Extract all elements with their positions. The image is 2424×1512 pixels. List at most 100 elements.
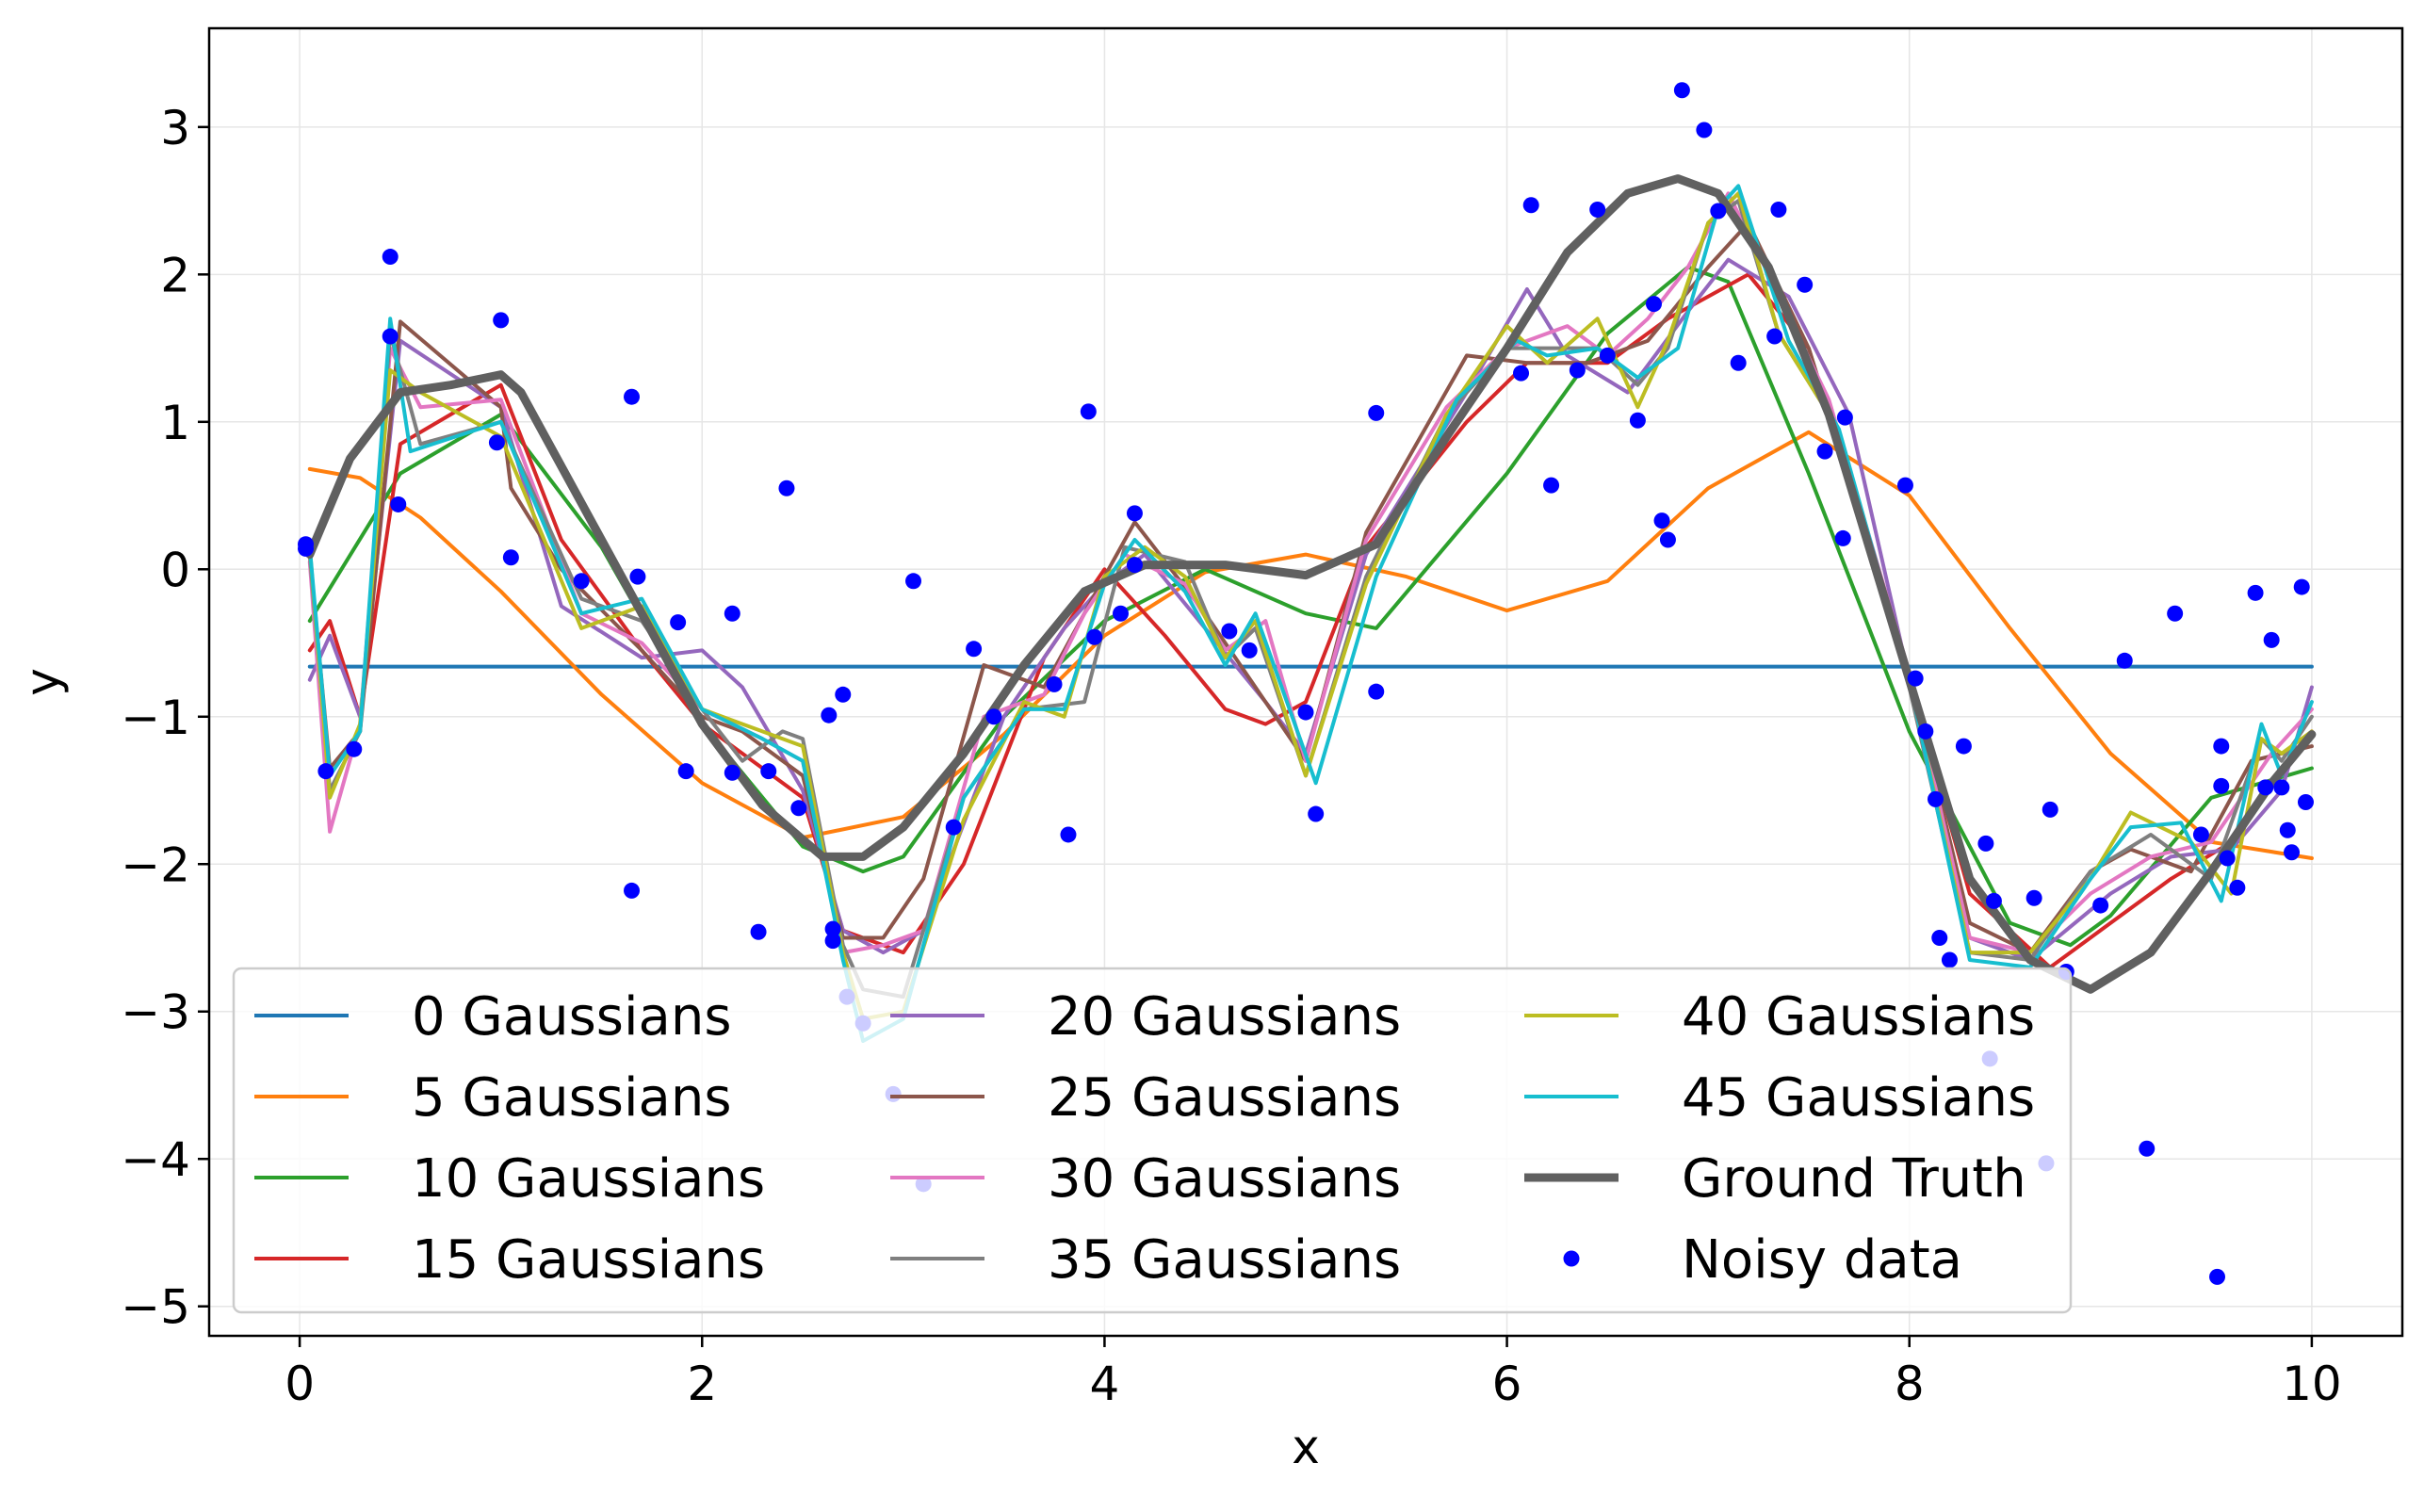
data-point: [1080, 403, 1097, 420]
data-point: [1241, 642, 1258, 658]
legend-label: 25 Gaussians: [1048, 1067, 1401, 1129]
data-point: [1126, 557, 1143, 574]
y-tick-label: −3: [121, 985, 190, 1040]
plot-frame: [207, 26, 2404, 1338]
data-point: [966, 641, 983, 658]
y-tick-label: 3: [160, 101, 190, 155]
y-tick-label: 1: [160, 396, 190, 450]
data-point: [945, 819, 962, 836]
data-point: [835, 686, 852, 703]
y-tick-label: 2: [160, 248, 190, 302]
legend-marker: [1563, 1250, 1580, 1267]
data-point: [1126, 505, 1143, 522]
data-point: [346, 740, 363, 757]
data-point: [1653, 512, 1670, 529]
legend-label: Noisy data: [1682, 1229, 1962, 1291]
legend-label: 20 Gaussians: [1048, 986, 1401, 1048]
data-point: [629, 568, 646, 585]
data-point: [298, 540, 315, 557]
data-point: [1113, 605, 1130, 622]
data-point: [1985, 892, 2002, 909]
legend-label: Ground Truth: [1682, 1148, 2026, 1210]
data-point: [1896, 477, 1913, 494]
data-point: [2293, 578, 2310, 595]
data-point: [1368, 404, 1385, 421]
data-point: [724, 764, 740, 781]
series-line-45-gaussians: [307, 184, 2314, 1043]
series-layer: [305, 174, 2317, 1043]
data-point: [790, 800, 807, 817]
legend-label: 5 Gaussians: [412, 1067, 732, 1129]
x-tick-label: 8: [1895, 1357, 1925, 1411]
data-point: [778, 480, 795, 496]
data-point: [1917, 723, 1934, 740]
data-point: [1955, 738, 1972, 755]
data-point: [1941, 951, 1958, 968]
data-point: [573, 573, 590, 590]
data-point: [821, 707, 838, 723]
legend: 0 Gaussians 5 Gaussians 10 Gaussians 15 Gau…: [232, 967, 2073, 1314]
data-point: [1659, 531, 1676, 548]
data-point: [382, 328, 399, 345]
data-point: [2263, 631, 2280, 648]
data-point: [677, 763, 694, 780]
data-point: [1599, 347, 1616, 364]
data-point: [493, 312, 510, 329]
data-point: [1696, 122, 1713, 138]
data-point: [502, 549, 519, 566]
data-point: [750, 923, 767, 940]
data-point: [1046, 675, 1063, 692]
data-point: [2213, 738, 2230, 755]
data-point: [1569, 362, 1586, 379]
data-point: [1730, 354, 1747, 371]
legend-label: 45 Gaussians: [1682, 1067, 2035, 1129]
data-point: [2092, 897, 2109, 914]
y-tick-label: −2: [121, 837, 190, 892]
y-axis-label: y: [15, 668, 70, 696]
legend-box: [232, 967, 2073, 1314]
data-point: [1522, 197, 1539, 214]
data-point: [2284, 844, 2301, 861]
x-tick-label: 2: [687, 1357, 717, 1411]
data-point: [824, 933, 841, 950]
axis-ticks: 0 2 4 6 8 10 −5 −4 −3 −2 −1 0 1 2 3: [121, 101, 2341, 1411]
data-point: [382, 249, 399, 266]
data-point: [2247, 584, 2264, 601]
data-point: [1645, 296, 1662, 313]
data-point: [985, 708, 1002, 725]
data-point: [317, 763, 334, 780]
data-point: [1543, 477, 1560, 494]
x-tick-label: 0: [285, 1357, 315, 1411]
data-point: [390, 496, 407, 512]
legend-label: 10 Gaussians: [412, 1148, 765, 1210]
x-tick-label: 6: [1492, 1357, 1522, 1411]
data-point: [1766, 328, 1783, 345]
data-point: [1907, 670, 1924, 687]
data-point: [2257, 779, 2274, 796]
x-tick-label: 10: [2282, 1357, 2342, 1411]
data-point: [905, 573, 922, 590]
y-tick-label: −5: [121, 1280, 190, 1335]
data-point: [670, 614, 687, 631]
data-point: [1060, 826, 1077, 843]
data-point: [1629, 412, 1646, 429]
data-point: [1368, 683, 1385, 700]
data-point: [2025, 889, 2042, 906]
data-point: [1834, 529, 1851, 546]
data-point: [2279, 821, 2296, 838]
x-tick-label: 4: [1090, 1357, 1120, 1411]
data-point: [1513, 365, 1530, 382]
series-line-ground-truth: [305, 174, 2317, 994]
data-point: [2219, 850, 2236, 867]
data-point: [1770, 201, 1787, 218]
data-point: [2192, 826, 2209, 843]
data-point: [1221, 623, 1238, 640]
data-point: [760, 763, 777, 780]
y-tick-label: −1: [121, 691, 190, 745]
data-point: [1797, 276, 1814, 293]
data-point: [1977, 835, 1994, 852]
data-point: [1836, 409, 1853, 426]
legend-label: 35 Gaussians: [1048, 1229, 1401, 1291]
data-point: [1816, 443, 1833, 460]
